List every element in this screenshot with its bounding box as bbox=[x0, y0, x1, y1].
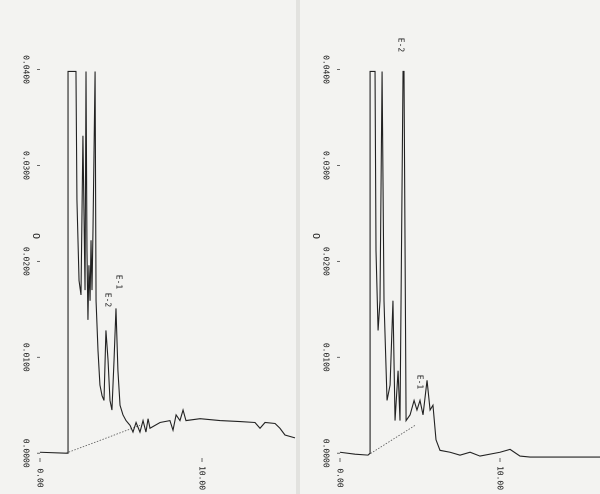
y-tick-label: 0.0100 bbox=[322, 343, 331, 372]
y-tick-label: 0.0300 bbox=[322, 151, 331, 180]
peak-annotation: E-2 bbox=[104, 293, 113, 308]
x-tick-label: 0.00 bbox=[36, 468, 45, 487]
peak-annotation: E-2 bbox=[397, 38, 406, 53]
x-tick-label: 10.00 bbox=[198, 466, 207, 490]
y-tick-label: 0.0000 bbox=[22, 439, 31, 468]
y-tick-label: 0.0300 bbox=[22, 151, 31, 180]
y-tick-label: 0.0200 bbox=[322, 247, 331, 276]
trace bbox=[39, 70, 296, 454]
page-fold bbox=[296, 0, 300, 494]
baseline bbox=[367, 425, 416, 456]
x-tick-label: 10.00 bbox=[496, 466, 505, 490]
peak-annotation: E-1 bbox=[416, 375, 425, 390]
peak-annotation: E-1 bbox=[115, 275, 124, 290]
y-tick-label: 0.0100 bbox=[22, 343, 31, 372]
y-axis-label: O bbox=[310, 233, 321, 239]
y-axis-label: O bbox=[30, 233, 41, 239]
x-tick-label: 0.00 bbox=[336, 468, 345, 487]
y-tick-label: 0.0400 bbox=[22, 55, 31, 84]
y-tick-label: 0.0400 bbox=[322, 55, 331, 84]
y-tick-label: 0.0000 bbox=[322, 439, 331, 468]
y-tick-label: 0.0200 bbox=[22, 247, 31, 276]
baseline bbox=[65, 425, 141, 454]
trace bbox=[339, 70, 600, 458]
